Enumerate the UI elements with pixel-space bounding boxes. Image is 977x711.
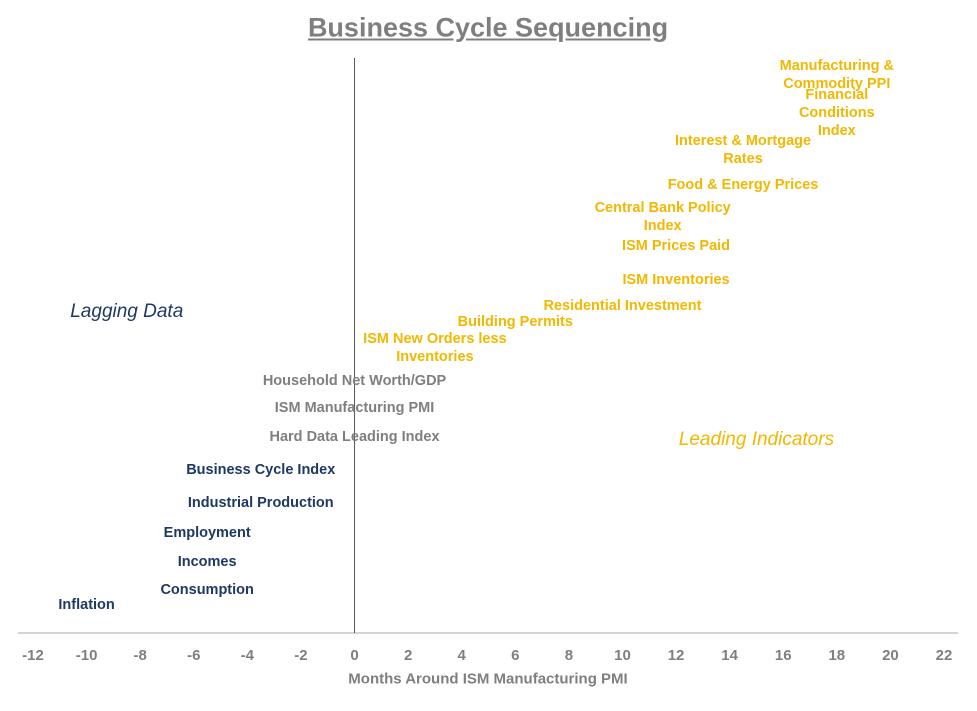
indicator-label: Inflation <box>58 597 115 613</box>
indicator-label: Residential Investment <box>543 298 702 314</box>
indicator-label: Incomes <box>177 554 237 570</box>
indicator-label: Consumption <box>160 582 254 598</box>
annotation: Lagging Data <box>70 301 184 322</box>
x-tick-label: 2 <box>404 647 412 664</box>
x-tick-label: 22 <box>936 647 953 664</box>
x-tick-label: -10 <box>76 647 98 664</box>
x-tick-label: -6 <box>187 647 200 664</box>
x-tick-label: 16 <box>775 647 792 664</box>
x-axis-title: Months Around ISM Manufacturing PMI <box>348 670 628 688</box>
indicator-label: ISM Prices Paid <box>622 238 731 254</box>
indicator-label: Manufacturing & Commodity PPI <box>779 58 895 92</box>
indicator-label: Building Permits <box>457 314 573 330</box>
x-tick-label: 10 <box>614 647 631 664</box>
indicator-label: Employment <box>163 525 251 541</box>
indicator-label: Food & Energy Prices <box>667 177 819 193</box>
x-tick-label: 18 <box>828 647 845 664</box>
indicator-label: ISM Manufacturing PMI <box>274 400 435 416</box>
x-tick-label: 4 <box>458 647 467 664</box>
chart-title: Business Cycle Sequencing <box>307 12 669 43</box>
x-tick-label: 20 <box>882 647 899 664</box>
indicator-label: Industrial Production <box>187 495 334 511</box>
x-tick-label: 0 <box>350 647 358 664</box>
x-tick-label: 6 <box>511 647 519 664</box>
indicator-label: Hard Data Leading Index <box>269 429 440 445</box>
x-tick-label: 12 <box>668 647 685 664</box>
x-tick-label: 14 <box>721 647 738 664</box>
indicator-label: Central Bank Policy Index <box>594 200 731 234</box>
annotation: Leading Indicators <box>678 429 835 450</box>
indicator-label: Business Cycle Index <box>186 462 336 478</box>
x-tick-label: -12 <box>22 647 44 664</box>
x-tick-label: -8 <box>134 647 147 664</box>
indicator-label: Household Net Worth/GDP <box>262 373 447 389</box>
indicator-label: Financial Conditions Index <box>798 87 875 139</box>
indicator-label: Interest & Mortgage Rates <box>674 133 812 167</box>
x-tick-label: -2 <box>294 647 307 664</box>
x-tick-label: -4 <box>241 647 255 664</box>
x-tick-label: 8 <box>565 647 573 664</box>
indicator-label: ISM Inventories <box>622 272 730 288</box>
indicator-label: ISM New Orders less Inventories <box>363 331 507 365</box>
